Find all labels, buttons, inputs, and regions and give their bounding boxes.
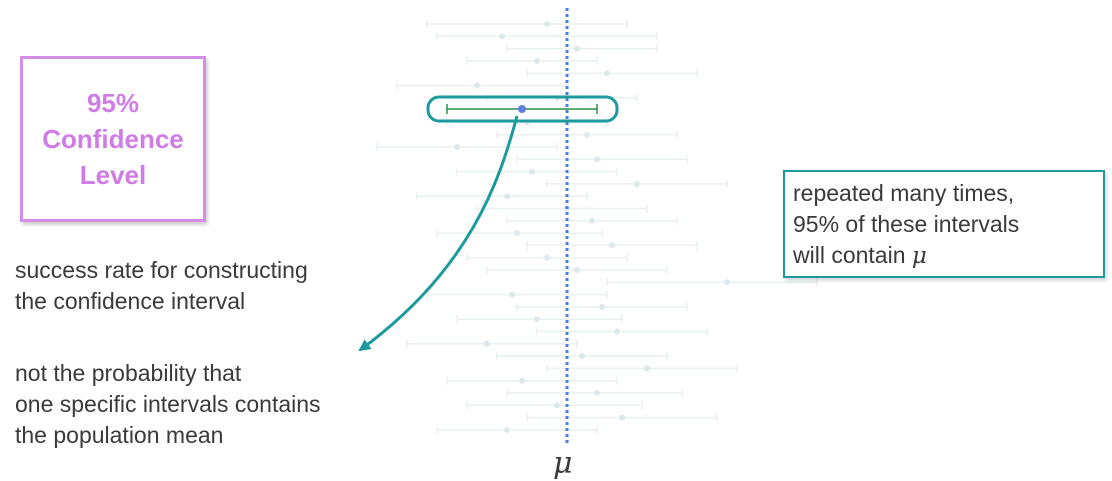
interval-point	[454, 144, 460, 150]
highlight-point	[518, 105, 526, 113]
repeat-line-1: repeated many times,	[793, 180, 1015, 206]
interval-point	[599, 303, 605, 310]
interval-point	[544, 254, 550, 261]
interval-point	[504, 426, 510, 433]
faint-interval-group	[376, 20, 818, 434]
repeat-line-2: 95% of these intervals	[793, 211, 1020, 237]
interval-point	[529, 168, 535, 175]
interval-point	[609, 242, 615, 249]
interval-point	[509, 291, 515, 298]
interval-point	[534, 57, 540, 64]
interval-point	[499, 33, 505, 40]
curved-arrow	[358, 115, 519, 352]
interval-point	[579, 353, 585, 360]
confidence-level-text: 95% Confidence Level	[42, 88, 184, 190]
interval-point	[554, 402, 560, 409]
interval-point	[594, 156, 600, 163]
success-rate-note: success rate for constructing the confid…	[15, 257, 308, 314]
repeat-line-3: will contain μ	[793, 240, 1095, 272]
interval-point	[614, 328, 620, 335]
interval-point	[634, 180, 640, 187]
repeated-sampling-box: repeated many times, 95% of these interv…	[783, 170, 1105, 278]
confidence-level-box: 95% Confidence Level	[20, 56, 206, 222]
interval-point	[724, 279, 730, 286]
interval-point	[589, 217, 595, 224]
interval-point	[604, 70, 610, 77]
interval-point	[574, 267, 580, 273]
interval-point	[514, 230, 520, 237]
interval-point	[574, 45, 580, 52]
interval-point	[519, 377, 525, 384]
mu-symbol-inline: μ	[911, 243, 927, 269]
interval-point	[644, 365, 650, 372]
interval-point	[584, 131, 590, 138]
interval-point	[474, 82, 480, 89]
interval-point	[594, 390, 600, 396]
repeat-line-3-prefix: will contain	[793, 242, 912, 268]
interval-point	[534, 316, 540, 323]
highlighted-interval	[446, 104, 598, 114]
not-probability-note: not the probability that one specific in…	[15, 360, 321, 448]
interval-point	[619, 414, 625, 421]
mu-axis-label: μ	[553, 446, 573, 481]
highlight-capsule[interactable]	[426, 95, 619, 123]
interval-point	[544, 21, 550, 27]
interval-point	[504, 193, 510, 200]
interval-point	[484, 340, 490, 347]
